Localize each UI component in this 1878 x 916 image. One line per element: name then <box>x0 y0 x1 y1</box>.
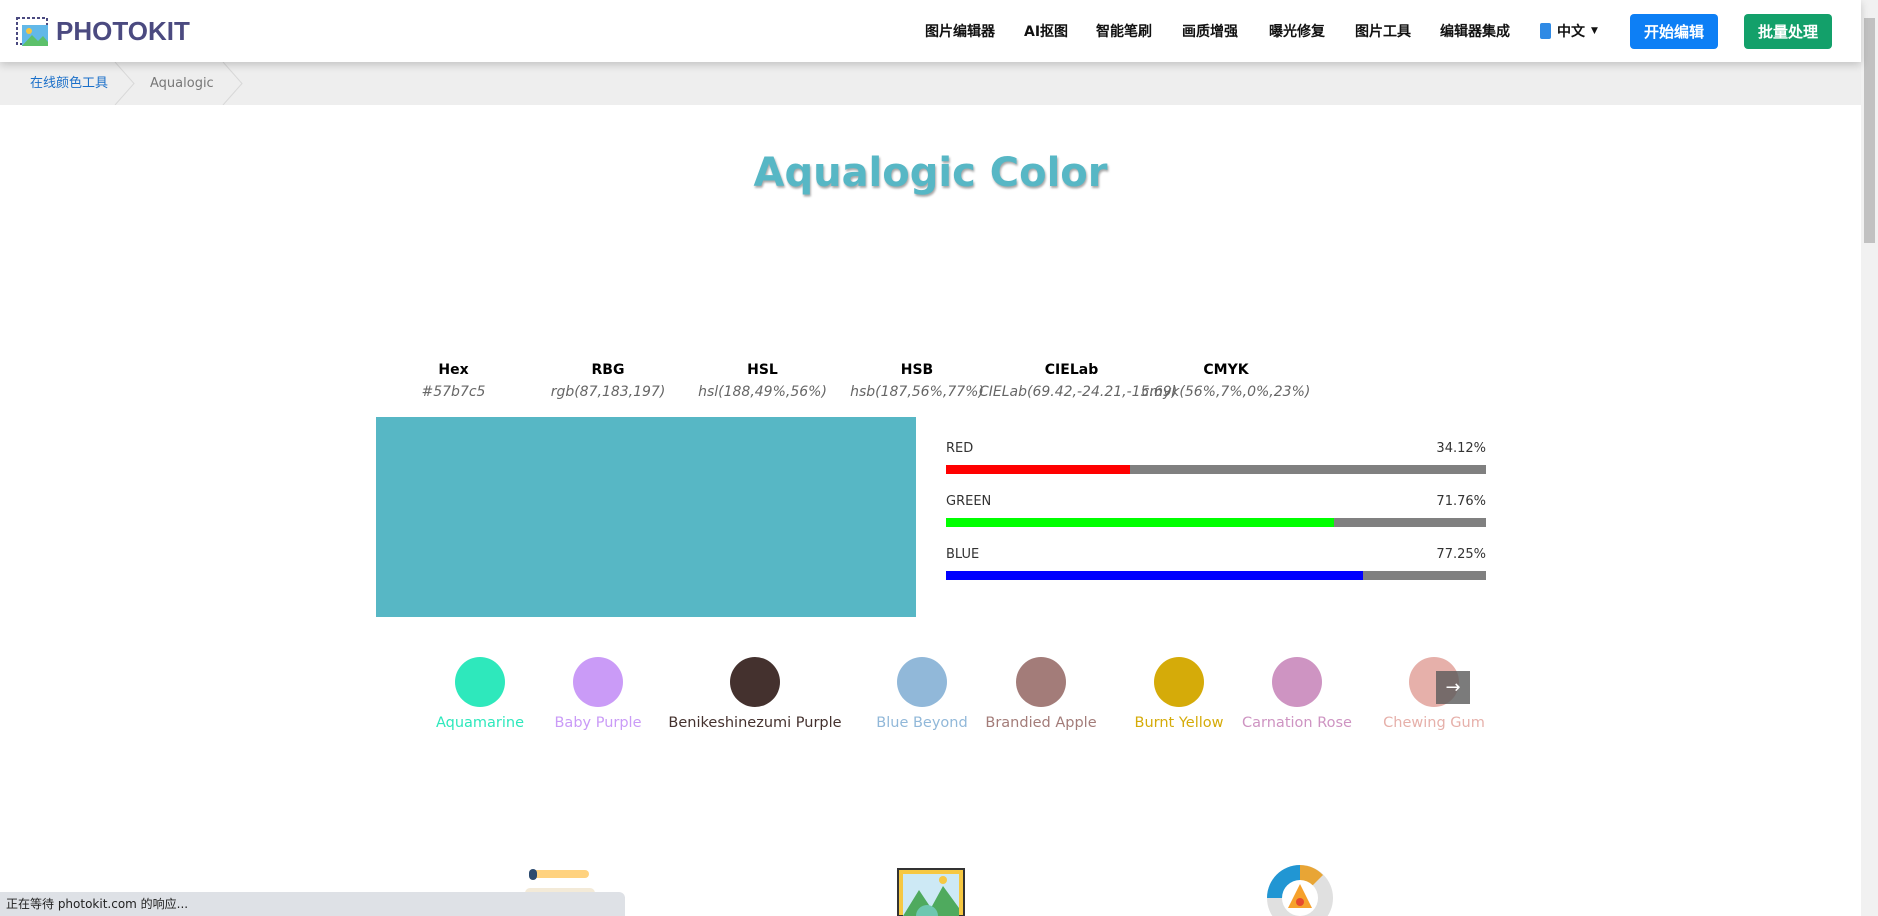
batch-process-button[interactable]: 批量处理 <box>1744 14 1832 49</box>
related-color-swatch[interactable] <box>1016 657 1066 707</box>
format-value[interactable]: hsb(187,56%,77%) <box>850 384 984 400</box>
color-wheel-icon <box>1267 865 1333 916</box>
channel-name: RED <box>946 441 974 456</box>
arrow-right-icon: → <box>1445 677 1461 698</box>
format-rbg: RBG rgb(87,183,197) <box>516 362 701 400</box>
channel-bar-fill <box>946 571 1364 580</box>
format-value[interactable]: #57b7c5 <box>421 384 486 400</box>
breadcrumb: 在线颜色工具 Aqualogic <box>0 62 1861 105</box>
related-color-name[interactable]: Burnt Yellow <box>1134 715 1224 731</box>
format-value[interactable]: rgb(87,183,197) <box>550 384 666 400</box>
related-color-swatch[interactable] <box>897 657 947 707</box>
scrollbar[interactable] <box>1861 0 1878 916</box>
channel-blue: BLUE 77.25% <box>946 547 1486 580</box>
channel-green: GREEN 71.76% <box>946 494 1486 527</box>
format-label: CIELab <box>1044 362 1099 378</box>
channel-bar-fill <box>946 465 1131 474</box>
nav-exposure[interactable]: 曝光修复 <box>1269 24 1325 40</box>
format-hex: Hex #57b7c5 <box>361 362 546 400</box>
format-value[interactable]: cmyk(56%,7%,0%,23%) <box>1141 384 1311 400</box>
channel-bar-track <box>946 465 1486 474</box>
related-color-name[interactable]: Carnation Rose <box>1242 715 1352 731</box>
nav-image-tools[interactable]: 图片工具 <box>1355 24 1411 40</box>
next-colors-button[interactable]: → <box>1436 671 1470 704</box>
channel-red: RED 34.12% <box>946 441 1486 474</box>
related-color-swatch[interactable] <box>1272 657 1322 707</box>
related-color-swatch[interactable] <box>455 657 505 707</box>
related-color-name[interactable]: Blue Beyond <box>876 715 968 731</box>
breadcrumb-current: Aqualogic <box>150 76 214 91</box>
status-bar: 正在等待 photokit.com 的响应... <box>0 892 625 916</box>
related-color-swatch[interactable] <box>1154 657 1204 707</box>
format-value[interactable]: hsl(188,49%,56%) <box>698 384 827 400</box>
picture-icon <box>897 868 965 916</box>
breadcrumb-separator-icon <box>114 62 135 105</box>
format-label: RBG <box>591 362 625 378</box>
nav-image-editor[interactable]: 图片编辑器 <box>925 24 995 40</box>
format-hsb: HSB hsb(187,56%,77%) <box>825 362 1010 400</box>
language-label: 中文 <box>1557 24 1585 40</box>
related-color-name[interactable]: Baby Purple <box>554 715 642 731</box>
channel-bar-fill <box>946 518 1334 527</box>
related-color-name[interactable]: Brandied Apple <box>985 715 1097 731</box>
format-label: HSL <box>747 362 778 378</box>
nav-editor-integration[interactable]: 编辑器集成 <box>1440 24 1510 40</box>
page-title: Aqualogic Color <box>753 150 1108 196</box>
language-selector[interactable]: 中文 ▼ <box>1540 0 1598 62</box>
related-color-name[interactable]: Chewing Gum <box>1383 715 1485 731</box>
channel-bar-track <box>946 571 1486 580</box>
nav-ai-cutout[interactable]: AI抠图 <box>1024 24 1069 40</box>
photokit-logo-icon <box>16 16 48 46</box>
breadcrumb-color-tools[interactable]: 在线颜色工具 <box>30 76 109 91</box>
related-color-name[interactable]: Benikeshinezumi Purple <box>668 715 842 731</box>
channel-percent: 71.76% <box>1436 494 1486 509</box>
logo-text: PHOTOKIT <box>56 16 190 46</box>
caret-down-icon: ▼ <box>1591 26 1598 36</box>
format-hsl: HSL hsl(188,49%,56%) <box>670 362 855 400</box>
nav-smart-brush[interactable]: 智能笔刷 <box>1096 24 1152 40</box>
format-value[interactable]: CIELab(69.42,-24.21,-15.69) <box>979 384 1178 400</box>
related-color-name[interactable]: Aquamarine <box>435 715 525 731</box>
color-swatch <box>376 417 916 617</box>
logo[interactable]: PHOTOKIT <box>16 16 190 47</box>
channel-name: BLUE <box>946 547 980 562</box>
translate-icon <box>1540 23 1551 39</box>
channel-percent: 34.12% <box>1436 441 1486 456</box>
channel-bar-track <box>946 518 1486 527</box>
related-color-swatch[interactable] <box>730 657 780 707</box>
format-cielab: CIELab CIELab(69.42,-24.21,-15.69) <box>979 362 1178 400</box>
format-label: Hex <box>438 362 469 378</box>
start-editing-button[interactable]: 开始编辑 <box>1630 14 1718 49</box>
format-cmyk: CMYK cmyk(56%,7%,0%,23%) <box>1134 362 1319 400</box>
channel-name: GREEN <box>946 494 992 509</box>
channel-percent: 77.25% <box>1436 547 1486 562</box>
scrollbar-thumb[interactable] <box>1864 18 1875 243</box>
format-label: CMYK <box>1203 362 1249 378</box>
breadcrumb-separator-icon <box>222 62 243 105</box>
related-color-swatch[interactable] <box>573 657 623 707</box>
format-label: HSB <box>900 362 934 378</box>
top-header: PHOTOKIT 图片编辑器 AI抠图 智能笔刷 画质增强 曝光修复 图片工具 … <box>0 0 1861 62</box>
nav-enhance[interactable]: 画质增强 <box>1182 24 1238 40</box>
